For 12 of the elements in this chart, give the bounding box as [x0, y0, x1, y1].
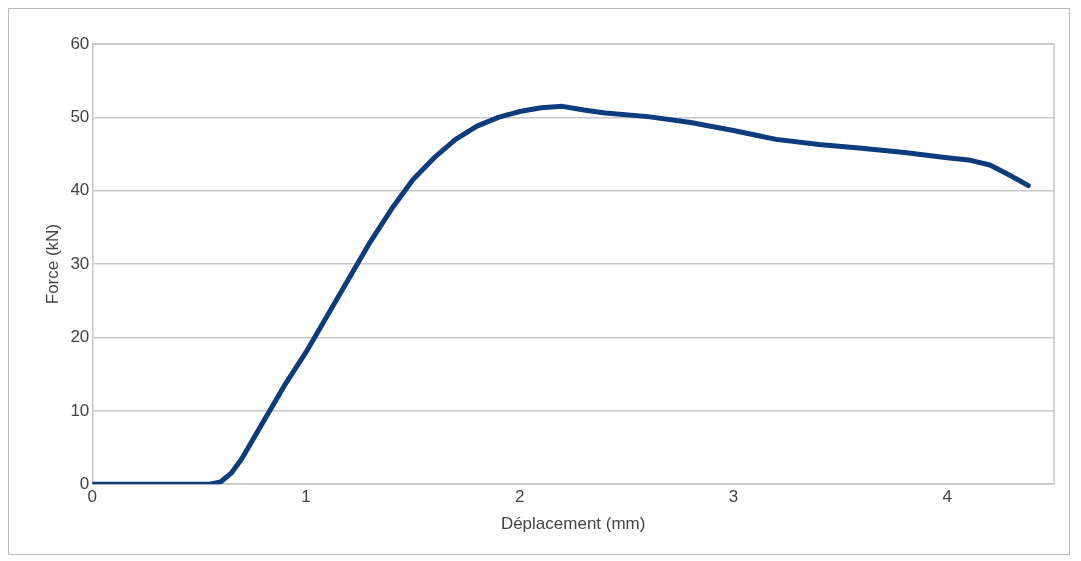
- x-axis-title: Déplacement (mm): [500, 514, 646, 534]
- x-tick-label: 2: [514, 487, 525, 507]
- y-tick-label: 10: [70, 400, 90, 420]
- y-axis-title: Force (kN): [42, 223, 62, 305]
- x-tick-label: 4: [942, 487, 952, 507]
- y-tick-label: 30: [70, 253, 90, 273]
- y-tick-label: 50: [70, 107, 90, 127]
- y-tick-label: 20: [70, 327, 90, 347]
- x-tick-label: 3: [728, 487, 739, 507]
- y-tick-label: 60: [70, 33, 90, 53]
- y-tick-label: 40: [70, 180, 90, 200]
- x-tick-label: 1: [301, 487, 311, 507]
